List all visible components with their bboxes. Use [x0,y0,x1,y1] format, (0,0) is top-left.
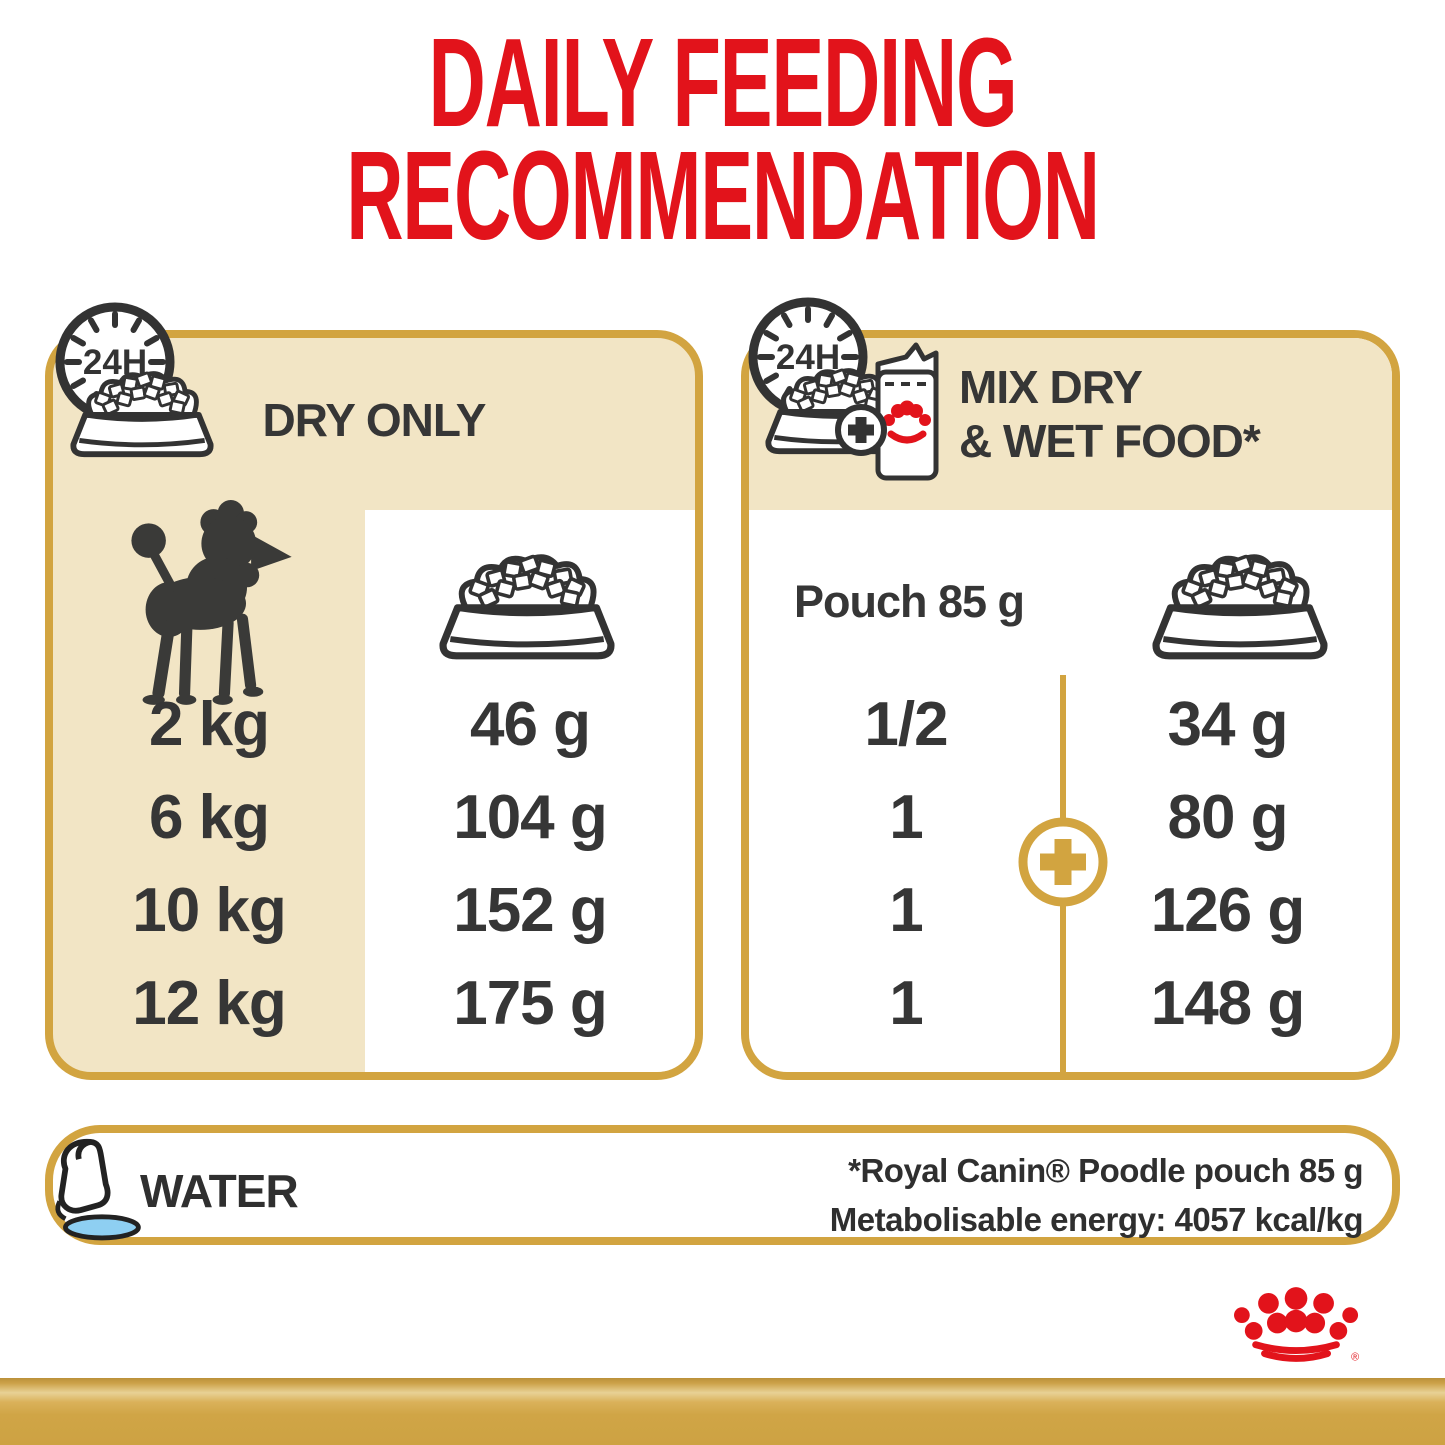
footnote-line1: *Royal Canin® Poodle pouch 85 g [848,1152,1363,1189]
table-row: 12 kg 175 g [53,957,695,1050]
plus-icon [1018,817,1108,907]
dog-weight: 6 kg [148,783,270,852]
table-row: 10 kg 152 g [53,864,695,957]
poodle-silhouette-icon [131,500,292,705]
royal-canin-crown-logo: ® [1234,1287,1359,1363]
plus-icon [835,404,887,456]
dry-feeding-table: 2 kg 46 g 6 kg 104 g 10 kg 152 g 12 kg 1… [53,678,695,1050]
dry-amount: 34 g [1167,690,1288,759]
dog-weight: 10 kg [132,876,287,945]
dry-amount: 104 g [453,783,608,852]
royal-canin-paw-logo [883,400,931,426]
pouch-count: 1/2 [864,690,948,759]
water-label: WATER [140,1165,299,1217]
wet-food-pouch-icon [875,342,939,481]
table-row: 2 kg 46 g [53,678,695,771]
page-title-line1: DAILY FEEDING [428,12,1018,153]
kibble-bowl-icon [58,366,226,460]
footnote-line2: Metabolisable energy: 4057 kcal/kg [829,1201,1364,1238]
gold-band [0,1378,1445,1445]
pouch-count: 1 [889,783,923,852]
pouch-count: 1 [889,876,923,945]
mix-feeding-table: 1/2 34 g 1 80 g 1 126 g 1 148 g [749,678,1392,1050]
dry-amount: 148 g [1150,969,1306,1038]
dry-amount: 46 g [469,690,591,759]
dog-weight: 2 kg [148,690,270,759]
dry-amount: 152 g [453,876,608,945]
kibble-bowl-icon [1144,548,1336,663]
dog-weight: 12 kg [132,969,287,1038]
mix-header-line1: MIX DRY [959,361,1143,413]
footnote: *Royal Canin® Poodle pouch 85 g Metaboli… [829,1146,1364,1244]
table-row: 1/2 34 g [749,678,1392,771]
pouch-column-header: Pouch 85 g [793,576,1025,627]
page-title: DAILY FEEDING RECOMMENDATION [0,12,1445,266]
table-row: 6 kg 104 g [53,771,695,864]
water-bar [45,1125,1400,1245]
pouch-count: 1 [889,969,923,1038]
dry-only-header: DRY ONLY [262,394,487,446]
table-row: 1 126 g [749,864,1392,957]
kibble-bowl-icon [431,548,623,663]
table-row: 1 80 g [749,771,1392,864]
dry-amount: 80 g [1167,783,1288,852]
dry-amount: 126 g [1150,876,1306,945]
dry-only-panel: DRY ONLY 2 kg 46 g 6 kg [45,330,703,1080]
page-title-line2: RECOMMENDATION [346,125,1100,266]
registered-mark: ® [1351,1351,1359,1363]
dry-amount: 175 g [453,969,608,1038]
mix-header-line2: & WET FOOD* [959,415,1261,467]
table-row: 1 148 g [749,957,1392,1050]
water-tap-icon [55,1139,141,1241]
mix-header: MIX DRY & WET FOOD* [959,360,1261,468]
